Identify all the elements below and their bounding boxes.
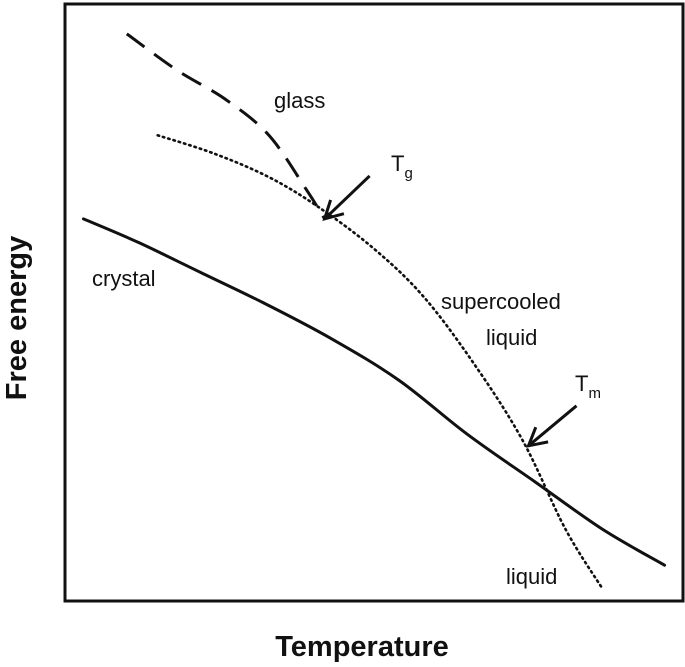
tm-arrow bbox=[526, 404, 578, 448]
supercooled-label-line2: liquid bbox=[486, 325, 537, 350]
crystal-label: crystal bbox=[92, 266, 156, 291]
supercooled-label-line1: supercooled bbox=[441, 289, 561, 314]
liquid-curve bbox=[156, 134, 604, 591]
annotation-arrows bbox=[322, 174, 578, 448]
glass-curve bbox=[125, 32, 326, 220]
tm-subscript: m bbox=[588, 385, 601, 402]
plot-frame bbox=[63, 2, 685, 603]
glass-label: glass bbox=[274, 88, 325, 113]
tg-base: T bbox=[391, 151, 404, 176]
tg-arrow bbox=[322, 174, 371, 222]
x-axis-title: Temperature bbox=[275, 631, 449, 663]
y-axis-title: Free energy bbox=[1, 236, 33, 400]
liquid-label: liquid bbox=[506, 564, 557, 589]
tg-annotation: Tg bbox=[391, 151, 413, 182]
curves bbox=[82, 32, 666, 591]
tm-base: T bbox=[575, 371, 588, 396]
tm-annotation: Tm bbox=[575, 371, 601, 402]
tg-subscript: g bbox=[404, 165, 412, 182]
crystal-curve bbox=[82, 217, 666, 567]
